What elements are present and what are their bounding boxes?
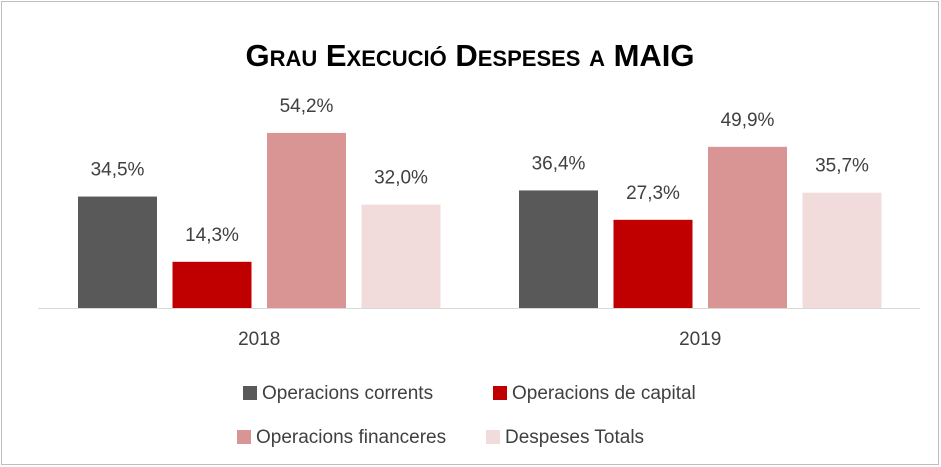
value-label: 27,3%	[626, 183, 680, 204]
bar	[519, 190, 598, 308]
value-label: 54,2%	[280, 96, 334, 117]
value-label: 32,0%	[374, 168, 428, 189]
value-label: 34,5%	[91, 160, 145, 181]
bar	[708, 146, 787, 308]
bar	[267, 132, 346, 308]
chart-title: Grau Execució Despeses a MAIG	[245, 38, 694, 73]
bar	[613, 219, 693, 308]
x-tick-label: 2019	[679, 329, 721, 350]
bar	[78, 196, 157, 308]
legend-label: Despeses Totals	[505, 427, 644, 448]
legend-swatch	[493, 386, 507, 400]
legend-swatch	[486, 430, 500, 444]
legend-label: Operacions de capital	[512, 383, 696, 404]
bar	[172, 261, 252, 308]
legend-swatch	[243, 386, 257, 400]
legend-label: Operacions corrents	[262, 383, 433, 404]
bar	[802, 192, 882, 308]
legend-swatch	[237, 430, 251, 444]
x-tick-label: 2018	[238, 329, 280, 350]
value-label: 35,7%	[815, 156, 869, 177]
bar	[361, 204, 441, 308]
value-label: 36,4%	[532, 153, 586, 174]
value-label: 49,9%	[721, 110, 775, 131]
value-label: 14,3%	[185, 225, 239, 246]
legend-label: Operacions financeres	[256, 427, 446, 448]
